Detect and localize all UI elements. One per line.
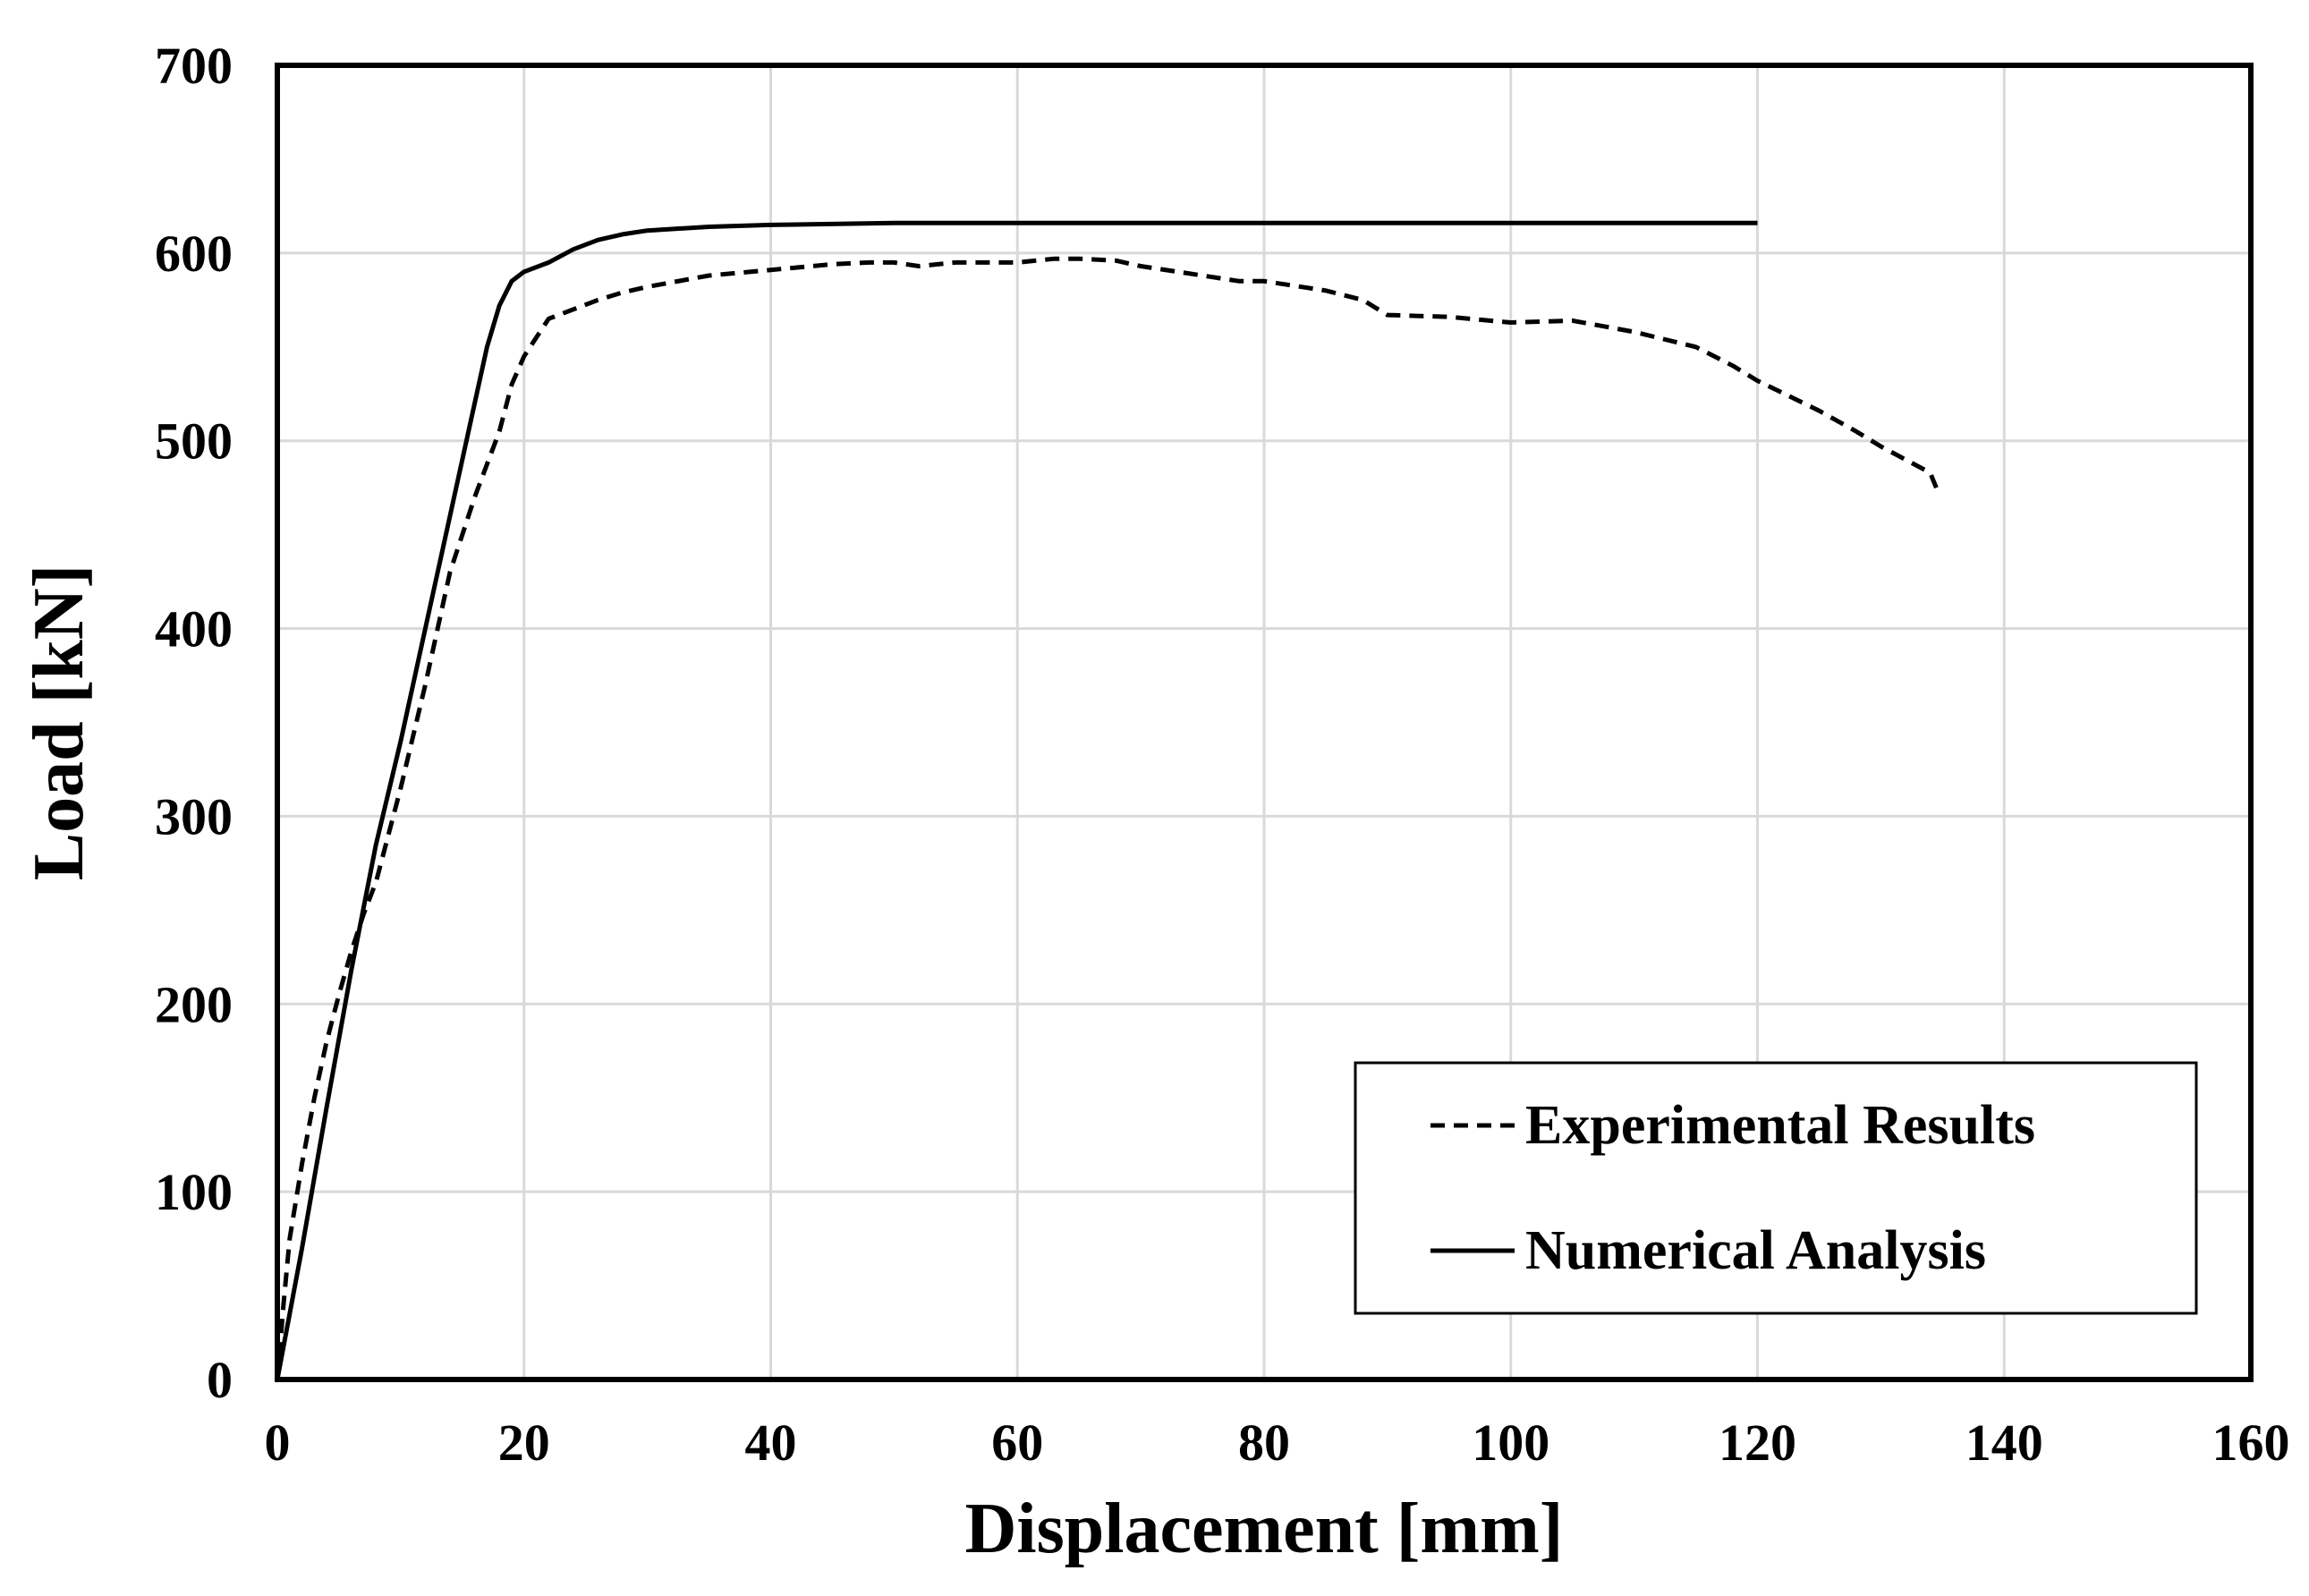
series-lines: [275, 220, 1939, 1380]
x-tick-label: 20: [498, 1413, 550, 1472]
x-tick-label: 140: [1965, 1413, 2043, 1472]
x-tick-label: 0: [265, 1413, 291, 1472]
x-tick-label: 120: [1719, 1413, 1796, 1472]
y-tick-label: 200: [155, 975, 233, 1033]
x-tick-label: 40: [745, 1413, 797, 1472]
y-tick-label: 100: [155, 1163, 233, 1221]
y-tick-label: 0: [207, 1351, 233, 1409]
x-axis-title: Displacement [mm]: [965, 1490, 1564, 1568]
y-tick-label: 500: [155, 412, 233, 471]
y-tick-label: 600: [155, 225, 233, 283]
series-line-experimental: [275, 256, 1939, 1380]
y-tick-label: 400: [155, 600, 233, 658]
y-axis-tick-labels: 0 100 200 300 400 500 600 700: [155, 37, 233, 1409]
x-tick-label: 160: [2212, 1413, 2290, 1472]
series-line-numerical: [275, 220, 1758, 1380]
x-tick-label: 60: [991, 1413, 1043, 1472]
plot-area-frame: [275, 63, 2254, 1382]
legend: Experimental Results Numerical Analysis: [1354, 1061, 2198, 1315]
legend-box: [1354, 1061, 2198, 1315]
x-axis-tick-labels: 0 20 40 60 80 100 120 140 160: [265, 1413, 2290, 1472]
legend-label-experimental: Experimental Results: [1525, 1095, 2035, 1156]
y-tick-label: 300: [155, 787, 233, 845]
x-tick-label: 100: [1472, 1413, 1549, 1472]
y-axis-title: Load [kN]: [20, 565, 98, 880]
x-tick-label: 80: [1238, 1413, 1290, 1472]
legend-label-numerical: Numerical Analysis: [1525, 1220, 1986, 1281]
y-tick-label: 700: [155, 37, 233, 95]
grid: [277, 65, 2251, 1380]
